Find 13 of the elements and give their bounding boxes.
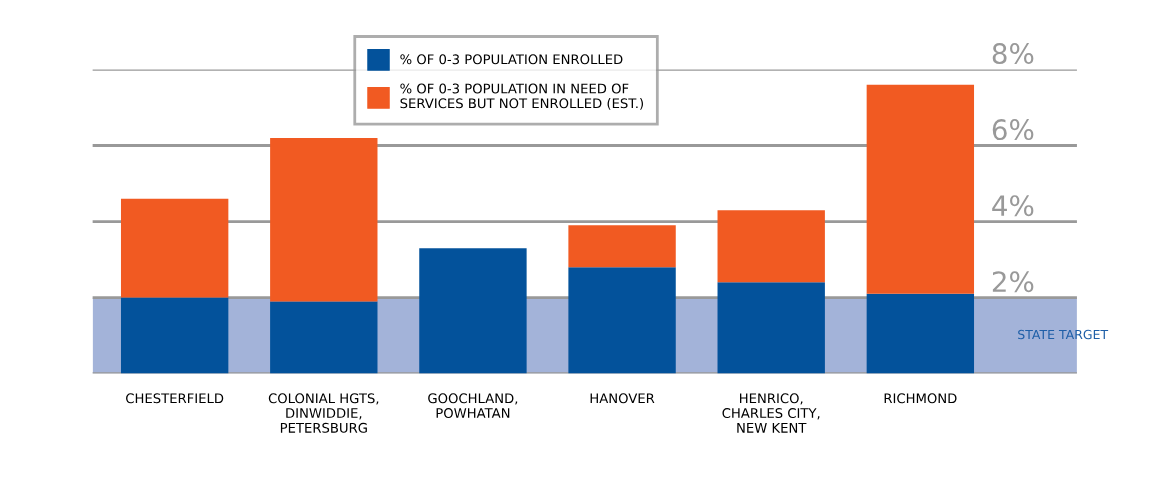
x-tick-label: CHESTERFIELD	[126, 393, 224, 404]
x-tick-label: RICHMOND	[884, 393, 957, 404]
x-tick-label: COLONIAL HGTS, DINWIDDIE, PETERSBURG	[268, 393, 379, 433]
legend-label: % OF 0-3 POPULATION ENROLLED	[400, 54, 623, 65]
y-tick-label: 6%	[992, 119, 1034, 141]
legend-label: % OF 0-3 POPULATION IN NEED OF SERVICES BUT NOT ENROLLED (EST.)	[400, 83, 643, 110]
y-tick-label: 2%	[992, 271, 1034, 293]
band-label: STATE TARGET	[1018, 329, 1109, 340]
x-tick-label: HENRICO, CHARLES CITY, NEW KENT	[722, 393, 820, 433]
x-tick-label: HANOVER	[590, 393, 655, 404]
y-tick-label: 4%	[992, 195, 1034, 217]
x-tick-label: GOOCHLAND, POWHATAN	[428, 393, 518, 419]
y-tick-label: 8%	[992, 43, 1034, 65]
